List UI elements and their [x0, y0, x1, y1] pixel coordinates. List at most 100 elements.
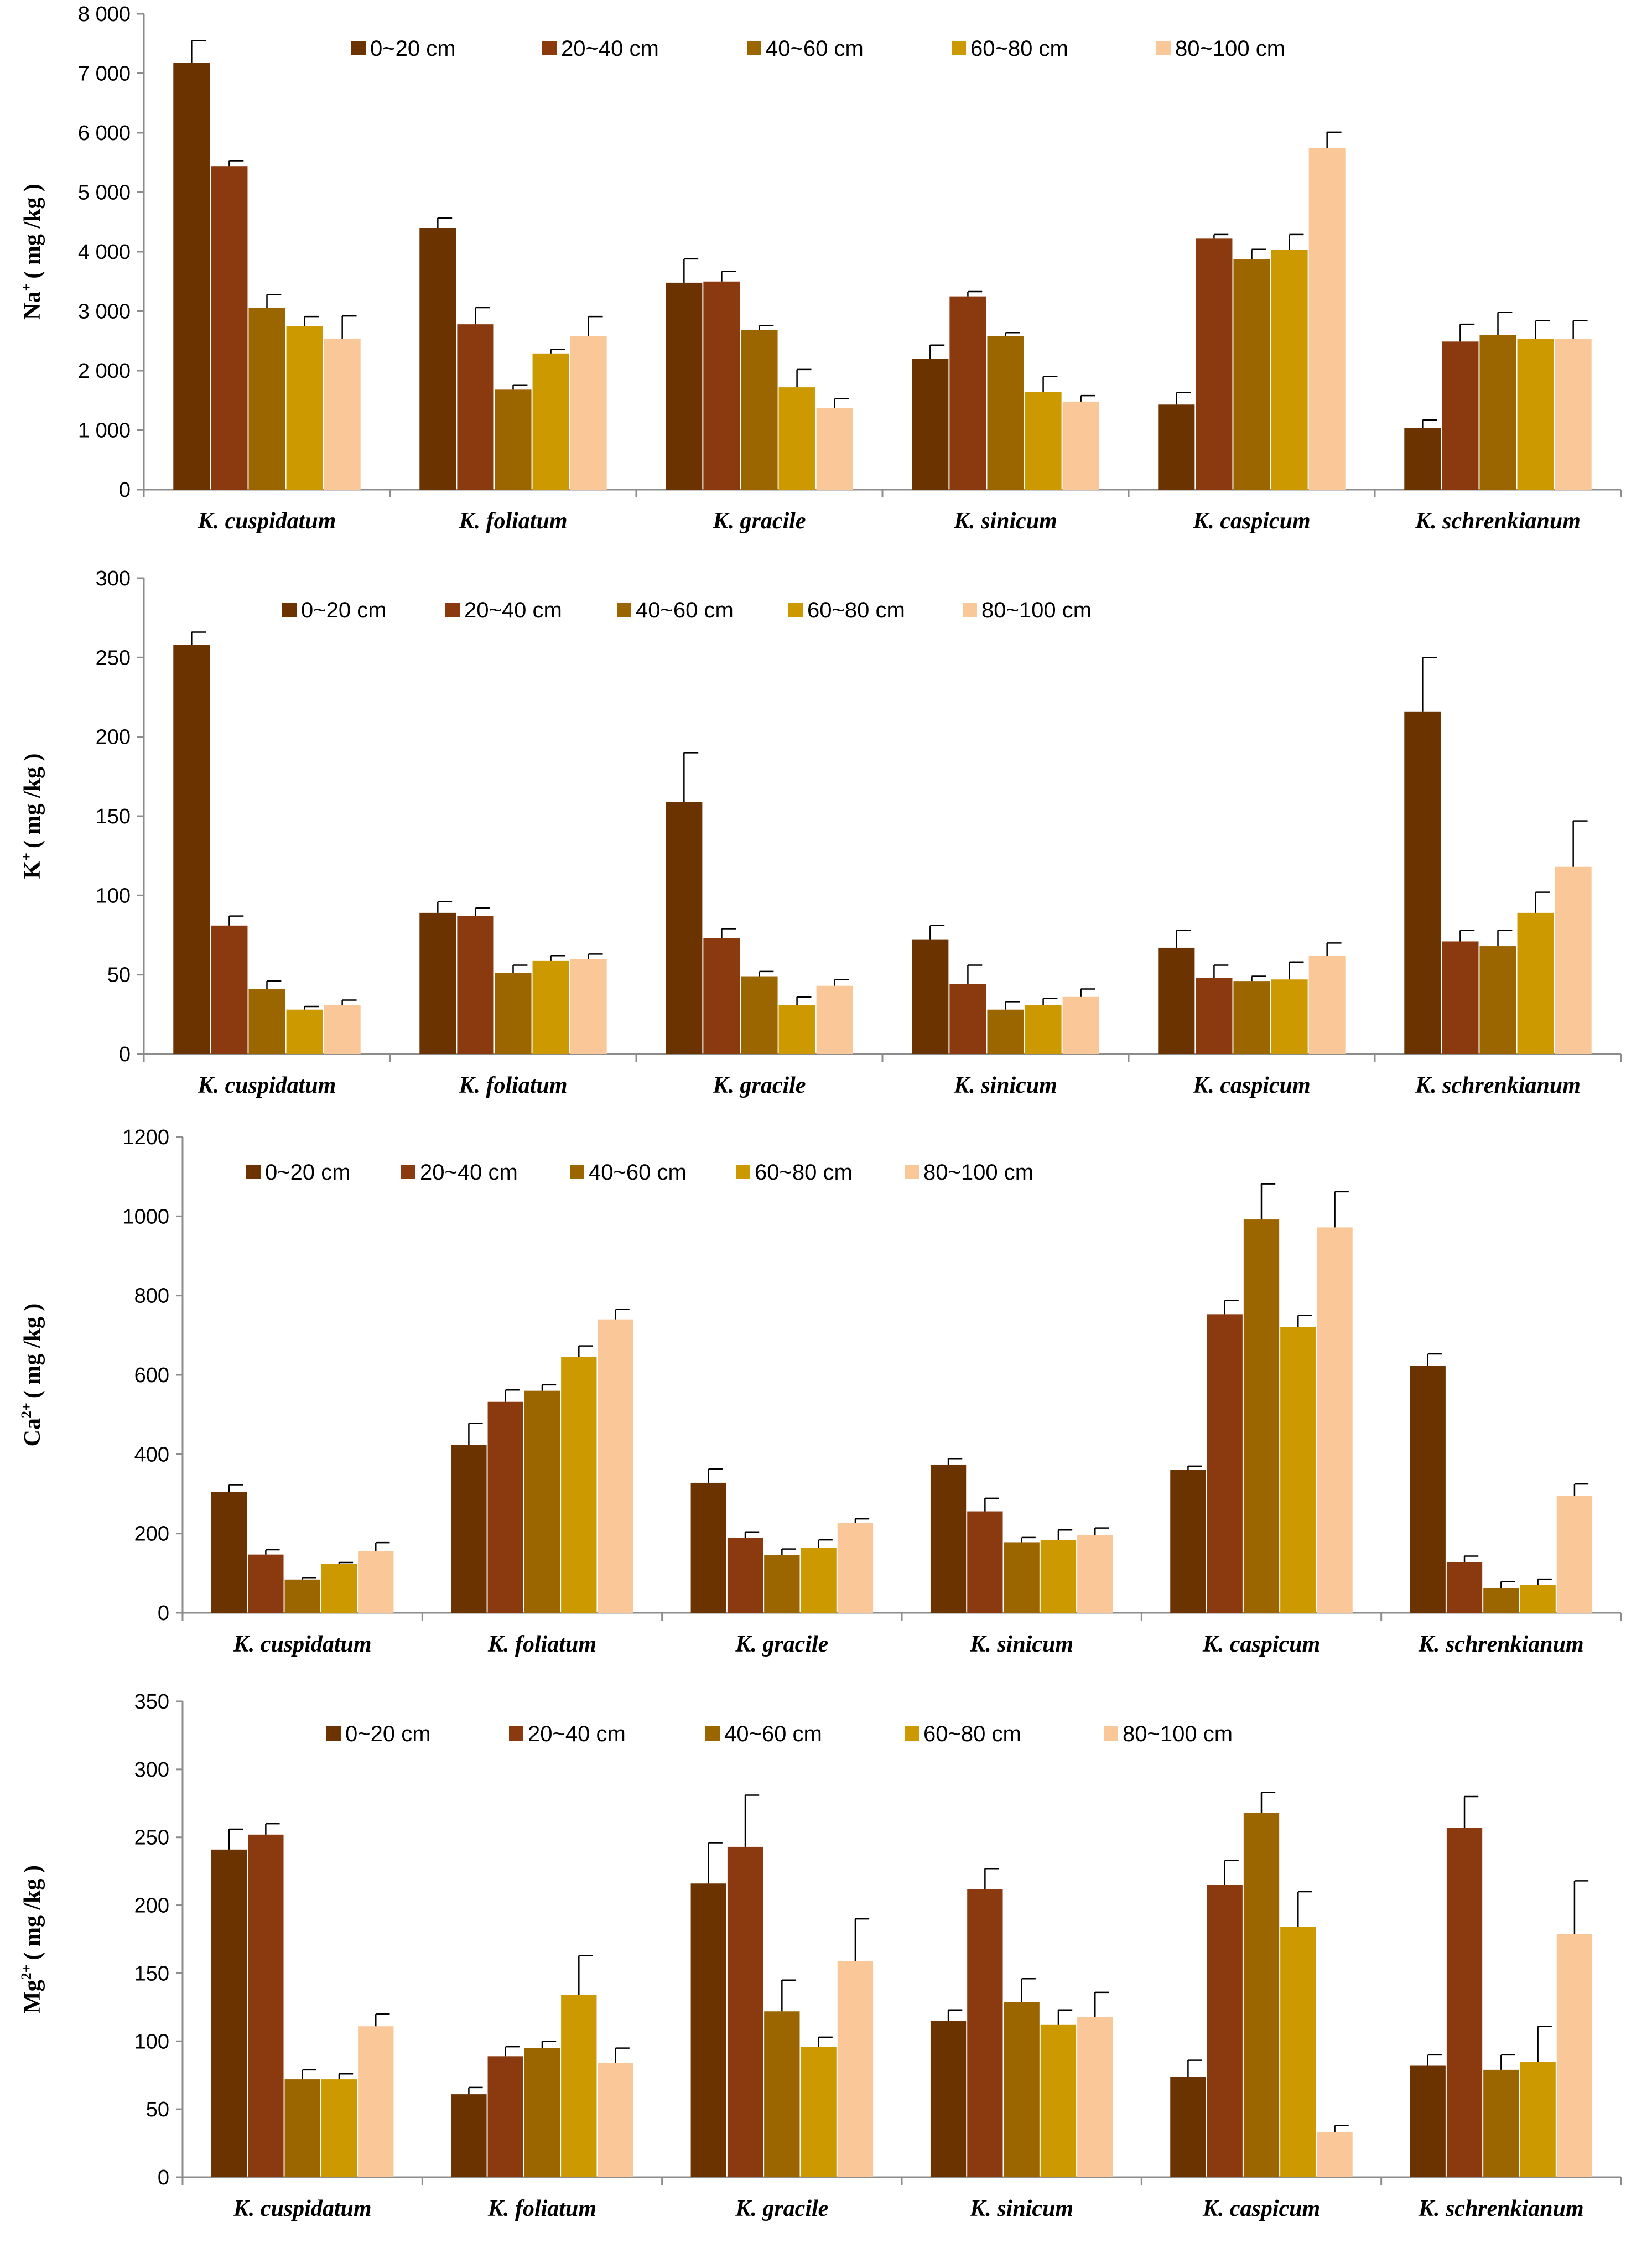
ca-bar	[1483, 1588, 1519, 1613]
na-bar	[949, 296, 986, 490]
ca-bar	[561, 1357, 597, 1613]
na-bar	[1555, 339, 1592, 490]
na-bar	[1062, 401, 1099, 490]
ca-bar	[211, 1492, 247, 1613]
k-bar	[324, 1005, 361, 1054]
ca-bar	[524, 1390, 560, 1613]
mg-bar	[487, 2056, 523, 2177]
k-legend-swatch	[445, 603, 460, 617]
mg-bar	[1317, 2132, 1353, 2177]
ca-category-label: K. caspicum	[1202, 1632, 1320, 1657]
mg-legend-label: 20~40 cm	[528, 1722, 626, 1746]
k-bar	[419, 912, 456, 1054]
ca-y-tick-label: 1200	[122, 1126, 169, 1149]
k-bar	[816, 985, 853, 1054]
ca-legend-label: 0~20 cm	[265, 1160, 351, 1185]
ca-bar	[1207, 1314, 1243, 1613]
k-bar	[666, 802, 703, 1054]
na-bar	[1233, 259, 1270, 490]
ca-bar	[487, 1401, 523, 1613]
k-bar	[1062, 996, 1099, 1054]
mg-legend-label: 0~20 cm	[345, 1722, 431, 1746]
ca-panel: 0 200 400 600 800 1000 1200 Ca2+( mg /kg ) K. cu…	[18, 1126, 1622, 1657]
mg-bar	[1483, 2069, 1519, 2177]
k-bar	[1308, 956, 1346, 1054]
na-bar	[1479, 335, 1516, 490]
na-legend-swatch	[952, 41, 966, 55]
k-y-tick-label: 0	[119, 1043, 131, 1066]
ca-category-label: K. schrenkianum	[1418, 1632, 1584, 1657]
na-bar	[1271, 250, 1308, 490]
mg-legend-swatch	[509, 1726, 523, 1741]
na-bar	[419, 228, 456, 490]
mg-bar	[1040, 2024, 1077, 2177]
ca-legend-swatch	[736, 1165, 750, 1179]
k-category-label: K. schrenkianum	[1415, 1073, 1581, 1098]
na-panel: 0 1 000 2 000 3 000 4 000 5 000 6 000 7 000 8 00…	[18, 3, 1622, 534]
ca-bar	[1280, 1327, 1316, 1613]
ca-category-label: K. cuspidatum	[233, 1632, 372, 1657]
ca-bar	[451, 1445, 487, 1613]
na-bar	[1404, 428, 1441, 490]
ca-bar	[358, 1551, 394, 1613]
na-bar	[912, 359, 949, 490]
na-y-tick-label: 2 000	[78, 360, 131, 383]
k-bar	[1404, 711, 1441, 1054]
mg-y-tick-label: 300	[134, 1758, 169, 1782]
mg-category-label: K. cuspidatum	[233, 2196, 372, 2221]
ca-bar	[930, 1464, 967, 1613]
na-bar	[286, 326, 323, 490]
k-legend-label: 60~80 cm	[807, 598, 905, 622]
ca-y-tick-label: 600	[134, 1364, 169, 1387]
ca-y-tick-label: 400	[134, 1443, 169, 1466]
mg-bar	[451, 2094, 487, 2177]
na-bar	[703, 281, 740, 490]
na-bar	[987, 336, 1024, 490]
mg-legend-swatch	[705, 1726, 720, 1741]
mg-category-label: K. sinicum	[969, 2196, 1073, 2221]
k-bar	[1442, 941, 1479, 1054]
na-bar	[1517, 339, 1554, 490]
ca-bar	[1077, 1535, 1113, 1613]
na-bar	[495, 389, 532, 490]
mg-y-tick-label: 50	[146, 2098, 169, 2121]
ca-y-tick-label: 200	[134, 1523, 169, 1546]
mg-legend-swatch	[905, 1726, 919, 1741]
ca-bar	[1040, 1540, 1077, 1613]
ca-y-axis-label: Ca2+( mg /kg )	[18, 1304, 45, 1447]
na-category-label: K. cuspidatum	[198, 508, 336, 534]
k-bar	[457, 916, 494, 1054]
mg-category-label: K. caspicum	[1202, 2196, 1320, 2221]
mg-y-tick-label: 0	[158, 2166, 169, 2189]
na-legend-label: 0~20 cm	[370, 37, 456, 61]
mg-y-tick-label: 150	[134, 1962, 169, 1985]
k-bar	[1479, 946, 1516, 1054]
na-bar	[1308, 148, 1346, 490]
ca-bar	[1520, 1585, 1556, 1613]
ca-legend-swatch	[570, 1165, 584, 1179]
na-bar	[1025, 392, 1062, 490]
k-bar	[1271, 979, 1308, 1054]
k-bar	[1025, 1005, 1062, 1054]
na-bar	[570, 336, 607, 490]
ca-y-tick-label: 1000	[122, 1205, 169, 1228]
na-y-tick-label: 4 000	[78, 241, 131, 264]
k-bar	[1555, 866, 1592, 1054]
na-bar	[816, 408, 853, 490]
k-legend-swatch	[788, 603, 803, 617]
k-legend-label: 20~40 cm	[464, 598, 562, 622]
k-bar	[495, 973, 532, 1054]
na-bar	[324, 338, 361, 490]
mg-legend-swatch	[1104, 1726, 1118, 1741]
na-category-label: K. sinicum	[953, 508, 1057, 534]
k-y-axis-label: K+( mg /kg )	[18, 754, 45, 879]
mg-bar	[1077, 2017, 1113, 2177]
ca-category-label: K. foliatum	[487, 1632, 596, 1657]
mg-bar	[1004, 2002, 1040, 2177]
mg-y-tick-label: 100	[134, 2030, 169, 2053]
k-panel: 0 50 100 150 200 250 300 K+( mg /kg ) K. cuspida…	[18, 567, 1622, 1098]
k-y-tick-label: 150	[96, 805, 131, 828]
mg-bar	[211, 1849, 247, 2177]
ca-bar	[764, 1555, 800, 1613]
mg-bar	[930, 2021, 967, 2177]
